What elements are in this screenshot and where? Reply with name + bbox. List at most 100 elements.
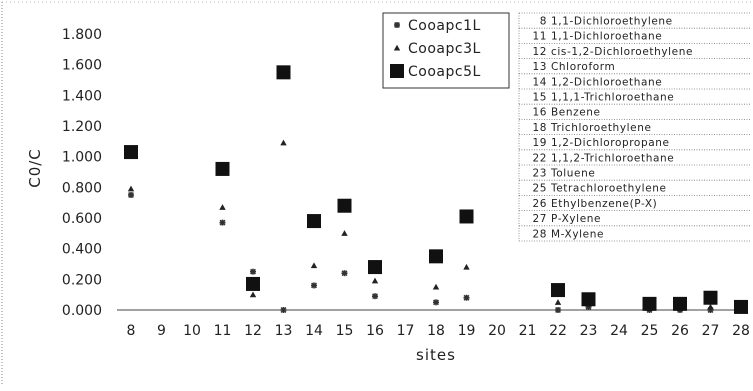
cooapc5l-point <box>581 292 596 307</box>
cooapc1l-point <box>555 307 561 313</box>
table-compound-name: Ethylbenzene(P-X) <box>551 198 657 210</box>
x-tick-label: 14 <box>305 323 323 339</box>
y-tick-label: 1.200 <box>62 119 102 135</box>
cooapc3l-point <box>127 185 135 192</box>
cooapc1l-legend-label: Cooapc1L <box>408 18 481 34</box>
cooapc1l-point <box>433 299 439 306</box>
table-site-number: 13 <box>532 61 547 73</box>
x-tick-label: 11 <box>214 323 232 339</box>
y-tick-label: 0.200 <box>62 272 102 288</box>
cooapc1l-point <box>341 270 348 277</box>
cooapc5l-point <box>276 65 291 80</box>
cooapc3l-point <box>463 263 470 270</box>
y-tick-label: 0.600 <box>62 211 102 227</box>
cooapc3l-point <box>432 283 440 290</box>
cooapc3l-point <box>371 277 379 284</box>
cooapc5l-point <box>246 276 260 291</box>
x-tick-label: 25 <box>641 323 659 339</box>
cooapc5l-point <box>368 260 382 275</box>
x-tick-label: 8 <box>127 323 136 339</box>
table-site-number: 19 <box>532 137 547 149</box>
y-tick-label: 0.400 <box>62 242 102 258</box>
cooapc1l-point <box>280 307 287 313</box>
y-tick-label: 0.000 <box>62 303 102 319</box>
cooapc3l-legend-label: Cooapc3L <box>408 41 481 57</box>
table-compound-name: 1,1-Dichloroethylene <box>551 16 673 28</box>
table-compound-name: Tetrachloroethylene <box>550 183 667 195</box>
cooapc5l-point <box>337 198 352 213</box>
x-tick-label: 27 <box>702 323 720 339</box>
table-compound-name: cis-1,2-Dichloroethylene <box>551 46 693 58</box>
cooapc3l-point <box>341 230 348 236</box>
cooapc3l-point <box>554 299 562 305</box>
cooapc3l-point <box>280 139 287 146</box>
cooapc5l-point <box>673 296 687 311</box>
table-compound-name: Benzene <box>551 107 601 119</box>
x-tick-label: 13 <box>275 323 293 339</box>
table-site-number: 16 <box>532 107 547 119</box>
y-tick-label: 1.800 <box>62 27 102 43</box>
cooapc5l-point <box>459 209 474 224</box>
cooapc5l-legend-label: Cooapc5L <box>408 64 481 80</box>
x-tick-label: 18 <box>427 323 445 339</box>
data-points <box>124 65 748 314</box>
x-tick-label: 21 <box>519 323 537 339</box>
table-site-number: 11 <box>532 31 547 43</box>
cooapc5l-point <box>703 290 718 305</box>
cooapc1l-point <box>219 219 226 226</box>
table-site-number: 14 <box>532 76 547 88</box>
x-tick-label: 26 <box>671 323 689 339</box>
cooapc1l-point <box>311 282 317 289</box>
cooapc1l-point <box>128 192 134 198</box>
cooapc3l-point <box>219 204 226 210</box>
y-tick-label: 1.000 <box>62 150 102 166</box>
table-compound-name: 1,1,2-Trichloroethane <box>551 152 674 164</box>
table-compound-name: P-Xylene <box>551 213 601 225</box>
cooapc5l-point <box>429 249 443 264</box>
table-compound-name: 1,2-Dichloropropane <box>551 137 670 149</box>
x-tick-label: 12 <box>244 323 262 339</box>
cooapc5l-point <box>215 161 230 176</box>
table-site-number: 12 <box>532 46 547 58</box>
site-name-table: 8 1,1-Dichloroethylene 11 1,1-Dichloroethan… <box>518 12 751 242</box>
x-tick-label: 17 <box>397 323 415 339</box>
x-tick-label: 19 <box>458 323 476 339</box>
x-tick-label: 16 <box>366 323 384 339</box>
cooapc3l-point <box>249 291 257 298</box>
table-compound-name: Trichloroethylene <box>550 122 652 134</box>
y-tick-label: 0.800 <box>62 180 102 196</box>
table-compound-name: 1,1-Dichloroethane <box>551 31 662 43</box>
table-site-number: 28 <box>532 228 547 240</box>
x-tick-label: 23 <box>580 323 598 339</box>
x-tick-label: 9 <box>157 323 166 339</box>
cooapc5l-point <box>551 283 565 298</box>
table-site-number: 8 <box>540 16 547 28</box>
table-site-number: 22 <box>532 152 547 164</box>
x-axis-label: sites <box>416 346 456 364</box>
y-tick-label: 1.400 <box>62 88 102 104</box>
x-tick-label: 28 <box>732 323 750 339</box>
cooapc3l-legend-marker <box>393 44 401 51</box>
cooapc1l-point <box>250 268 256 275</box>
cooapc5l-point <box>734 299 748 314</box>
cooapc3l-point <box>707 303 714 310</box>
x-tick-label: 20 <box>488 323 506 339</box>
y-tick-label: 1.600 <box>62 58 102 74</box>
cooapc5l-legend-marker <box>390 64 404 78</box>
x-tick-label: 15 <box>336 323 354 339</box>
table-site-number: 27 <box>532 213 547 225</box>
x-tick-label: 10 <box>183 323 201 339</box>
y-axis-label: C0/C <box>26 148 44 188</box>
table-site-number: 25 <box>532 183 547 195</box>
table-site-number: 18 <box>532 122 547 134</box>
cooapc1l-legend-marker <box>394 22 400 28</box>
cooapc3l-point <box>310 262 318 269</box>
table-compound-name: M-Xylene <box>551 228 604 240</box>
legend: Cooapc1L Cooapc3L Cooapc5L <box>382 12 510 89</box>
table-compound-name: 1,1,1-Trichloroethane <box>551 92 674 104</box>
cooapc5l-point <box>124 145 138 160</box>
table-site-number: 23 <box>532 168 547 180</box>
cooapc5l-point <box>642 296 657 311</box>
table-compound-name: 1,2-Dichloroethane <box>551 76 662 88</box>
